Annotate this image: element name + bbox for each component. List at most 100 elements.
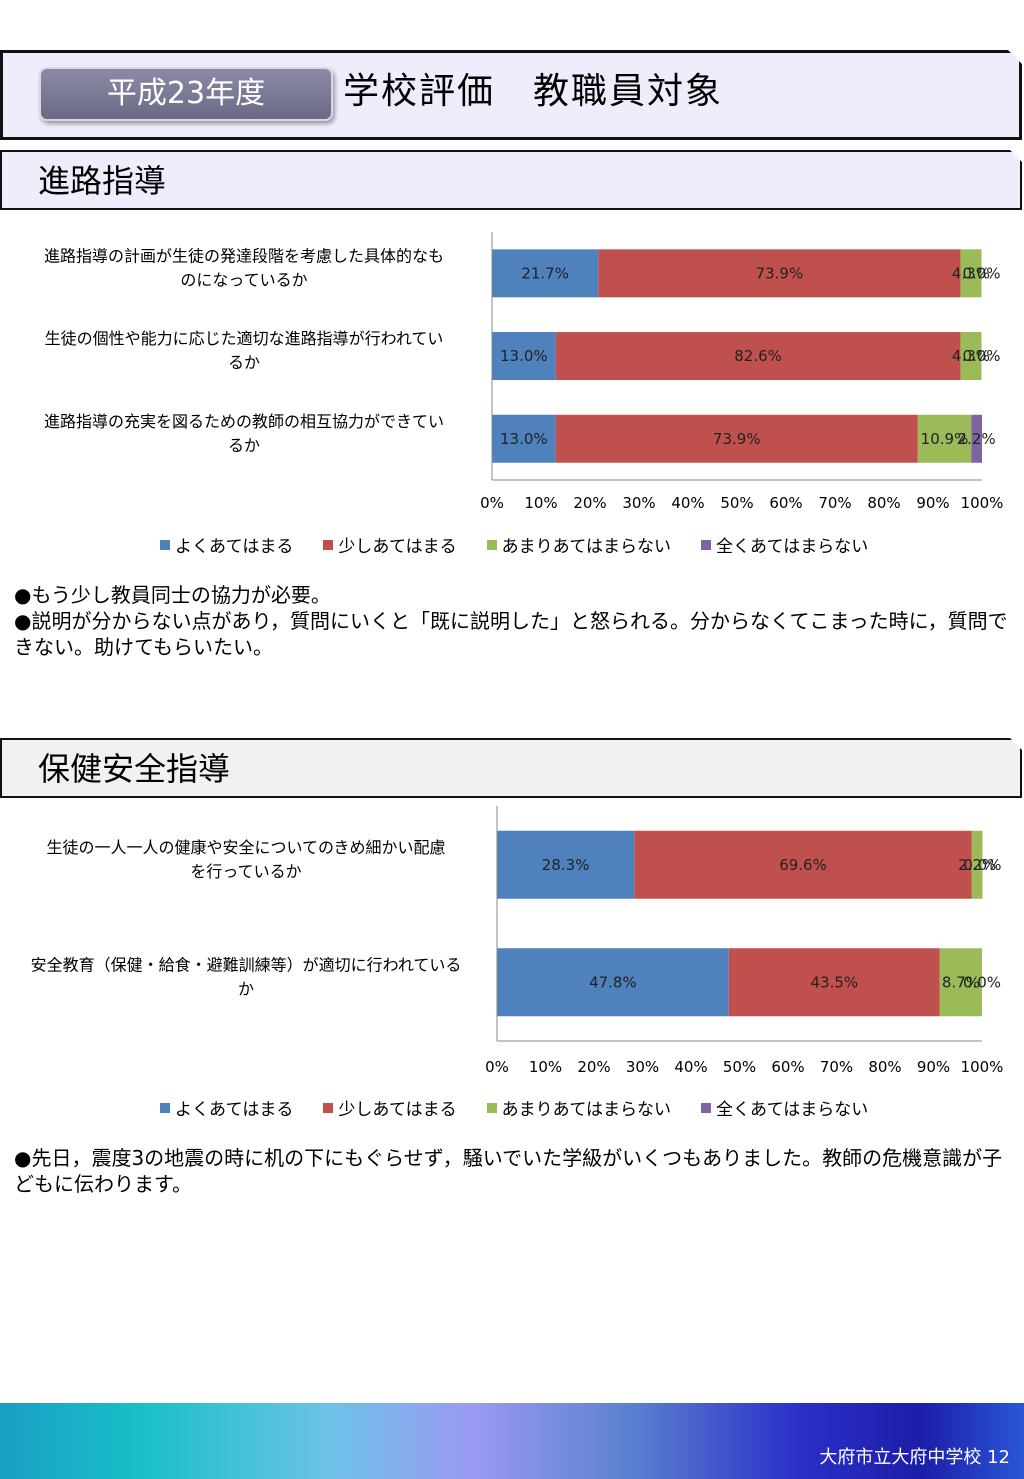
section-header-health-safety: 保健安全指導 — [0, 738, 1022, 798]
legend-item: 全くあてはまらない — [700, 532, 869, 557]
data-label: 69.6% — [779, 856, 827, 874]
data-label: 0.0% — [963, 856, 1001, 874]
bar-segment — [492, 332, 556, 381]
legend-label: よくあてはまる — [175, 537, 294, 557]
comment-block: ●先日，震度3の地震の時に机の下にもぐらせず，騒いでいた学級がいくつもありました… — [14, 1145, 1009, 1197]
x-tick-label: 50% — [723, 1058, 756, 1076]
x-tick-label: 90% — [916, 494, 949, 512]
comment-block: ●もう少し教員同士の協力が必要。 ●説明が分からない点があり，質問にいくと「既に… — [14, 582, 1009, 660]
bar-segment — [497, 948, 729, 1017]
legend-swatch — [486, 1102, 497, 1113]
x-tick-label: 60% — [769, 494, 802, 512]
legend-swatch — [486, 539, 497, 550]
legend-swatch — [160, 539, 170, 550]
data-label: 47.8% — [589, 973, 637, 991]
data-label: 4.3% — [952, 264, 990, 282]
category-label: 進路指導の充実を図るための教師の相互協力ができてい — [44, 412, 444, 431]
data-label: 0.0% — [963, 973, 1001, 991]
health-safety-chart-svg: 28.3% 69.6% 2.2%0.0%生徒の一人一人の健康や安全についてのきめ細か… — [31, 806, 1004, 1076]
data-label: 73.9% — [713, 430, 761, 448]
x-tick-label: 90% — [917, 1058, 950, 1076]
bar-segment — [971, 830, 983, 899]
section-title: 保健安全指導 — [38, 750, 231, 788]
x-tick-label: 20% — [577, 1058, 610, 1076]
bar-segment — [598, 249, 961, 298]
x-tick-label: 100% — [961, 494, 1004, 512]
category-label: か — [238, 979, 254, 998]
career-chart-svg: 21.7% 73.9% 4.3%0.0%進路指導の計画が生徒の発達段階を考慮した具体… — [44, 232, 1004, 512]
legend-item: よくあてはまる — [160, 1095, 293, 1120]
legend-item: あまりあてはまらない — [486, 1095, 671, 1120]
x-tick-label: 70% — [818, 494, 851, 512]
x-tick-label: 40% — [674, 1058, 707, 1076]
page-number: 12 — [987, 1447, 1010, 1468]
legend-label: あまりあてはまらない — [501, 537, 671, 557]
x-tick-label: 50% — [720, 494, 753, 512]
health-safety-legend: よくあてはまる 少しあてはまる あまりあてはまらない 全くあてはまらない — [160, 1095, 868, 1120]
x-tick-label: 80% — [867, 494, 900, 512]
data-label: 8.7% — [942, 973, 980, 991]
x-tick-label: 30% — [626, 1058, 659, 1076]
category-label: 進路指導の計画が生徒の発達段階を考慮した具体的なも — [44, 246, 444, 265]
legend-item: 少しあてはまる — [323, 1095, 457, 1120]
legend-label: 全くあてはまらない — [715, 537, 869, 557]
school-name: 大府市立大府中学校 — [819, 1447, 982, 1468]
legend-swatch — [323, 539, 334, 550]
data-label: 2.2% — [958, 430, 996, 448]
data-label: 13.0% — [500, 347, 548, 365]
x-tick-label: 0% — [480, 494, 504, 512]
footer-text: 大府市立大府中学校 12 — [819, 1443, 1010, 1469]
data-label: 82.6% — [734, 347, 782, 365]
bar-segment — [497, 830, 635, 899]
comment-line: ●先日，震度3の地震の時に机の下にもぐらせず，騒いでいた学級がいくつもありました… — [14, 1146, 1003, 1196]
legend-swatch — [700, 539, 711, 550]
data-label: 4.3% — [952, 347, 990, 365]
legend-item: あまりあてはまらない — [486, 532, 671, 557]
x-tick-label: 40% — [671, 494, 704, 512]
legend-item: よくあてはまる — [160, 532, 293, 557]
section-title: 進路指導 — [38, 162, 167, 200]
health-safety-chart: 28.3% 69.6% 2.2% 0.0% 生徒の一人一人の健康や安全についてのきめ細か… — [0, 806, 1024, 1086]
legend-label: あまりあてはまらない — [501, 1100, 671, 1120]
bar-segment — [492, 249, 599, 298]
x-tick-label: 70% — [820, 1058, 853, 1076]
comment-line: ●もう少し教員同士の協力が必要。 — [14, 583, 331, 607]
category-label: 安全教育（保健・給食・避難訓練等）が適切に行われている — [31, 955, 462, 974]
footer-bar: 大府市立大府中学校 12 — [0, 1403, 1024, 1479]
data-label: 0.0% — [962, 347, 1000, 365]
bar-segment — [960, 249, 982, 298]
category-label: 生徒の個性や能力に応じた適切な進路指導が行われてい — [45, 329, 444, 348]
bar-segment — [971, 414, 982, 463]
x-tick-label: 30% — [622, 494, 655, 512]
page-title: 学校評価 教職員対象 — [343, 71, 724, 112]
data-label: 10.9% — [921, 430, 969, 448]
bar-segment — [555, 332, 961, 381]
section-header-career: 進路指導 — [0, 150, 1022, 210]
x-tick-label: 100% — [961, 1058, 1004, 1076]
category-label: るか — [228, 436, 260, 455]
x-tick-label: 80% — [868, 1058, 901, 1076]
career-chart: 21.7% 73.9% 4.3% 0.0% 進路指導の計画が生徒の発達段階を考慮した具体… — [0, 222, 1024, 522]
bar-segment — [492, 414, 556, 463]
bar-segment — [960, 332, 982, 381]
career-legend: よくあてはまる 少しあてはまる あまりあてはまらない 全くあてはまらない — [160, 532, 868, 557]
bar-segment — [917, 414, 972, 463]
legend-item: 少しあてはまる — [323, 532, 457, 557]
legend-swatch — [323, 1102, 334, 1113]
x-tick-label: 10% — [524, 494, 557, 512]
legend-item: 全くあてはまらない — [700, 1095, 869, 1120]
data-label: 21.7% — [521, 264, 569, 282]
category-label: るか — [228, 353, 260, 372]
data-label: 0.0% — [962, 264, 1000, 282]
x-tick-label: 20% — [573, 494, 606, 512]
legend-label: 少しあてはまる — [338, 1100, 457, 1120]
data-label: 73.9% — [756, 264, 804, 282]
data-label: 43.5% — [810, 973, 858, 991]
data-label: 2.2% — [958, 856, 996, 874]
data-label: 28.3% — [542, 856, 590, 874]
bar-segment — [939, 948, 982, 1017]
legend-swatch — [700, 1102, 711, 1113]
data-label: 13.0% — [500, 430, 548, 448]
year-badge: 平成23年度 — [39, 67, 333, 121]
legend-label: 全くあてはまらない — [715, 1100, 869, 1120]
